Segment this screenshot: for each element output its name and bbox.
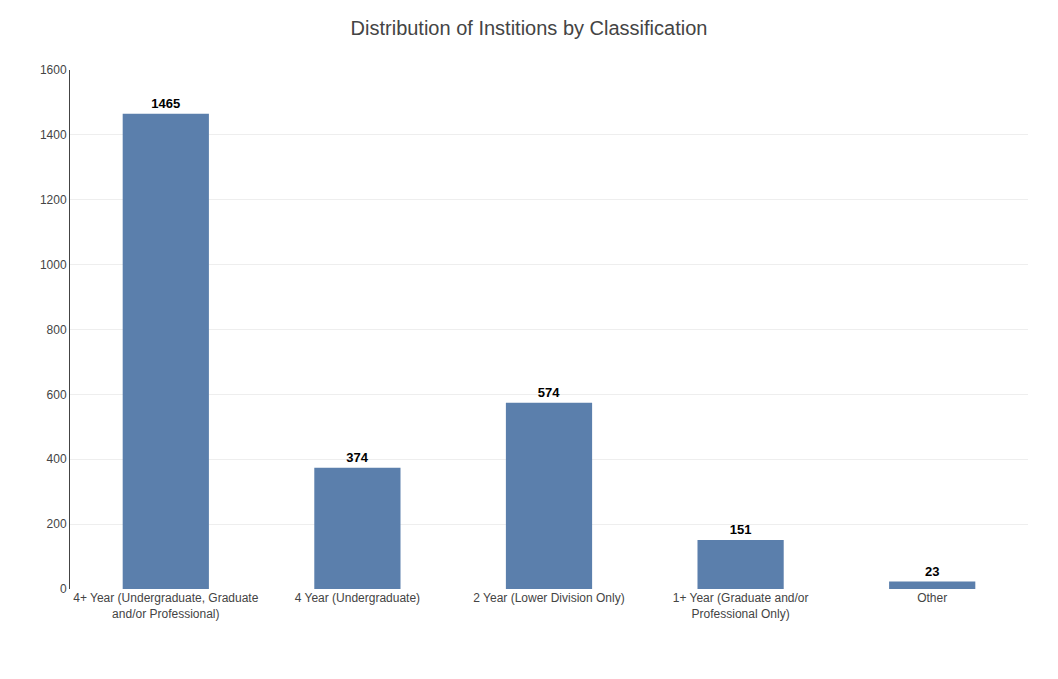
- svg-text:Other: Other: [917, 591, 947, 605]
- svg-text:151: 151: [730, 522, 752, 537]
- svg-text:1465: 1465: [151, 96, 180, 111]
- svg-text:1000: 1000: [40, 258, 67, 272]
- svg-text:1400: 1400: [40, 128, 67, 142]
- svg-text:Distribution of Institions by: Distribution of Institions by Classifica…: [351, 17, 708, 39]
- svg-text:374: 374: [346, 450, 368, 465]
- svg-text:800: 800: [47, 323, 67, 337]
- svg-text:4 Year (Undergraduate): 4 Year (Undergraduate): [295, 591, 420, 605]
- svg-text:1600: 1600: [40, 63, 67, 77]
- svg-text:0: 0: [60, 582, 67, 596]
- svg-text:200: 200: [47, 517, 67, 531]
- svg-text:2 Year (Lower Division Only): 2 Year (Lower Division Only): [473, 591, 624, 605]
- svg-text:4+ Year (Undergraduate, Gradua: 4+ Year (Undergraduate, Graduateand/or P…: [73, 591, 258, 621]
- svg-text:1200: 1200: [40, 193, 67, 207]
- svg-text:574: 574: [538, 385, 560, 400]
- svg-text:1+ Year (Graduate and/orProfes: 1+ Year (Graduate and/orProfessional Onl…: [673, 591, 809, 621]
- svg-text:23: 23: [925, 564, 939, 579]
- svg-text:400: 400: [47, 452, 67, 466]
- svg-text:600: 600: [47, 388, 67, 402]
